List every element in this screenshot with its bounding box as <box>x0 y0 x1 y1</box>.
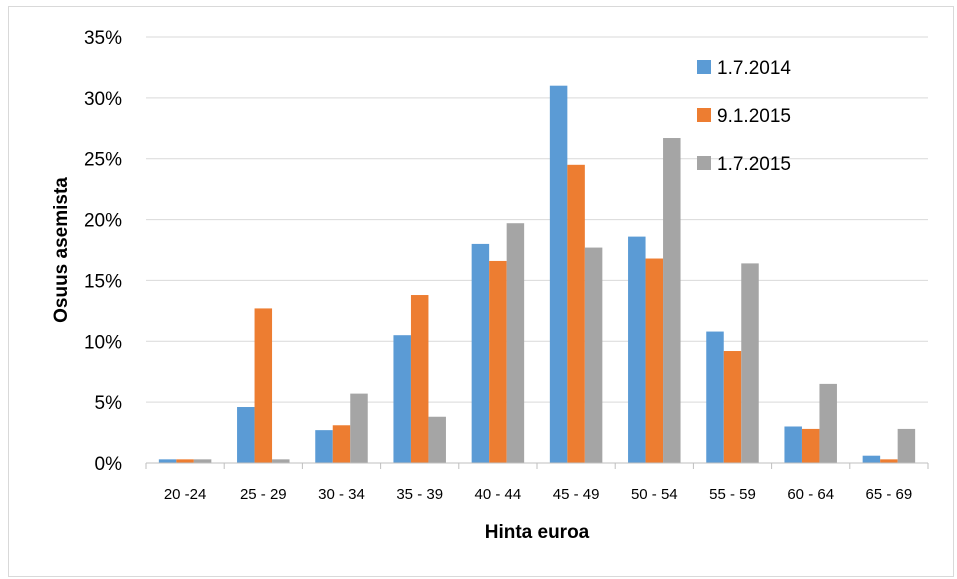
bar <box>332 425 351 463</box>
x-tick-label: 25 - 29 <box>240 486 287 503</box>
legend-label: 9.1.2015 <box>717 106 791 127</box>
bar <box>862 455 881 463</box>
y-tick-label: 25% <box>84 150 122 171</box>
y-tick-label: 20% <box>84 211 122 232</box>
bar <box>897 428 916 463</box>
bar <box>723 351 742 463</box>
legend-swatch <box>697 108 711 122</box>
bar <box>193 459 212 463</box>
bar <box>272 459 290 463</box>
x-tick-label: 20 -24 <box>164 486 207 503</box>
bar <box>784 426 802 463</box>
legend-label: 1.7.2014 <box>717 58 791 79</box>
bar <box>549 85 568 463</box>
bar <box>254 308 273 463</box>
bar <box>489 260 507 463</box>
y-tick-label: 30% <box>84 89 122 110</box>
y-tick-label: 15% <box>84 271 122 292</box>
x-tick-label: 55 - 59 <box>709 486 756 503</box>
y-axis-title: Osuus asemista <box>51 177 72 323</box>
y-tick-label: 5% <box>95 393 123 414</box>
x-tick-label: 35 - 39 <box>396 486 443 503</box>
bar <box>237 407 255 463</box>
bar <box>584 247 603 463</box>
x-tick-label: 60 - 64 <box>787 486 834 503</box>
bar <box>628 236 646 463</box>
bar <box>645 258 664 463</box>
bar <box>158 459 177 463</box>
legend-swatch <box>697 60 711 74</box>
y-tick-label: 0% <box>95 454 123 475</box>
bar <box>350 393 368 463</box>
y-tick-label: 10% <box>84 332 122 353</box>
y-axis-ticks: 0% 5% 10% 15% 20% 25% 30% 35% <box>84 28 122 475</box>
bar <box>741 263 759 463</box>
gridlines <box>146 36 928 403</box>
bar <box>506 223 525 463</box>
bar <box>819 383 837 463</box>
bar <box>663 138 681 463</box>
x-axis-title: Hinta euroa <box>485 522 590 543</box>
y-tick-label: 35% <box>84 28 122 49</box>
x-tick-label: 50 - 54 <box>631 486 678 503</box>
bar <box>315 430 333 463</box>
legend-swatch <box>697 156 711 170</box>
bar <box>880 459 898 463</box>
x-axis-categories: 20 -24 25 - 29 30 - 34 35 - 39 40 - 44 45 - 4… <box>145 463 929 503</box>
bars <box>158 85 916 464</box>
bar <box>428 416 446 463</box>
legend-label: 1.7.2015 <box>717 154 791 175</box>
bar <box>393 335 411 463</box>
legend: 1.7.2014 9.1.2015 1.7.2015 <box>697 58 791 175</box>
bar <box>410 295 429 463</box>
x-tick-label: 45 - 49 <box>553 486 600 503</box>
bar <box>176 459 194 463</box>
x-tick-label: 30 - 34 <box>318 486 365 503</box>
bar <box>801 428 820 463</box>
bar <box>471 243 490 463</box>
bar <box>567 164 585 464</box>
x-tick-label: 65 - 69 <box>866 486 913 503</box>
bar <box>706 331 724 463</box>
x-tick-label: 40 - 44 <box>475 486 522 503</box>
